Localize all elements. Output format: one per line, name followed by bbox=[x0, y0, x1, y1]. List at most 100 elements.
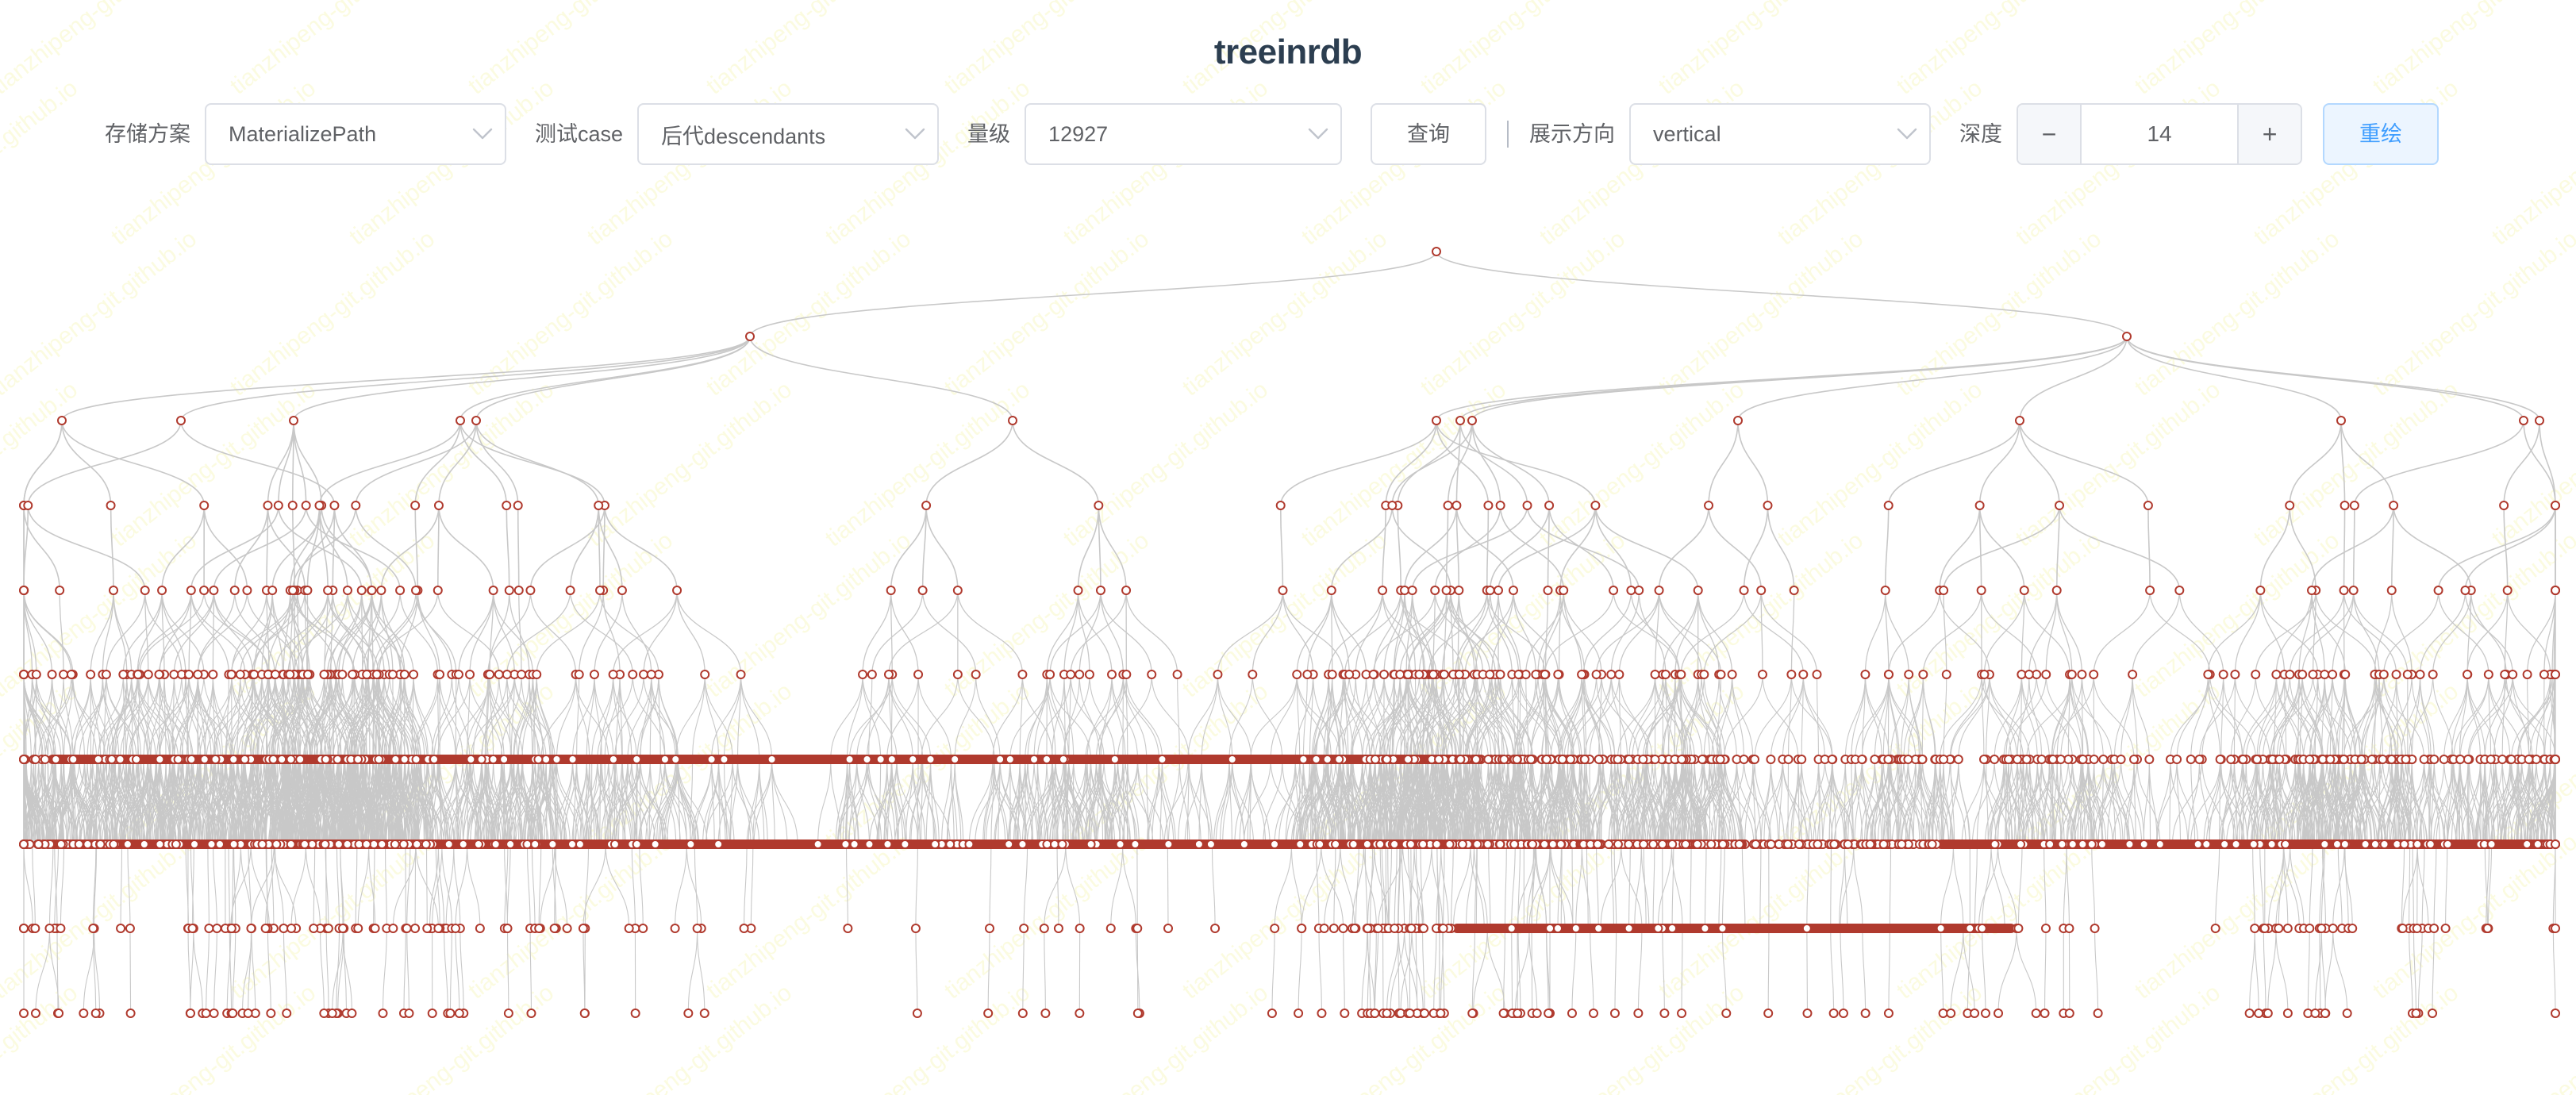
tree-node[interactable] bbox=[320, 840, 330, 849]
tree-node[interactable] bbox=[1295, 840, 1305, 849]
tree-node[interactable] bbox=[1667, 840, 1678, 849]
tree-node[interactable] bbox=[1941, 670, 1951, 679]
tree-node[interactable] bbox=[1990, 840, 2000, 849]
tree-node[interactable] bbox=[995, 755, 1005, 764]
tree-node[interactable] bbox=[2244, 1009, 2255, 1018]
tree-node[interactable] bbox=[504, 586, 514, 595]
tree-node[interactable] bbox=[131, 755, 141, 764]
tree-node[interactable] bbox=[541, 755, 552, 764]
tree-node[interactable] bbox=[342, 840, 352, 849]
tree-node[interactable] bbox=[378, 1009, 388, 1018]
tree-node[interactable] bbox=[579, 1009, 590, 1018]
tree-node[interactable] bbox=[1297, 924, 1307, 933]
tree-node[interactable] bbox=[659, 755, 670, 764]
tree-node[interactable] bbox=[154, 670, 164, 679]
tree-node[interactable] bbox=[549, 924, 559, 933]
tree-node[interactable] bbox=[2003, 755, 2013, 764]
tree-node[interactable] bbox=[2097, 840, 2107, 849]
tree-node[interactable] bbox=[109, 840, 119, 849]
tree-node[interactable] bbox=[1650, 755, 1660, 764]
tree-node[interactable] bbox=[1498, 1009, 1509, 1018]
tree-node[interactable] bbox=[199, 501, 210, 510]
tree-node[interactable] bbox=[844, 755, 855, 764]
tree-node[interactable] bbox=[2482, 924, 2493, 933]
tree-node[interactable] bbox=[1039, 924, 1049, 933]
tree-node[interactable] bbox=[309, 924, 319, 933]
tree-node[interactable] bbox=[1294, 1009, 1304, 1018]
tree-node[interactable] bbox=[532, 670, 542, 679]
tree-node[interactable] bbox=[410, 924, 421, 933]
tree-node[interactable] bbox=[2460, 586, 2470, 595]
tree-node[interactable] bbox=[30, 755, 40, 764]
tree-node[interactable] bbox=[1593, 840, 1603, 849]
tree-node[interactable] bbox=[1540, 670, 1550, 679]
tree-node[interactable] bbox=[2342, 1009, 2352, 1018]
tree-node[interactable] bbox=[367, 586, 377, 595]
tree-node[interactable] bbox=[1109, 755, 1120, 764]
tree-node[interactable] bbox=[1990, 755, 2000, 764]
tree-node[interactable] bbox=[1813, 840, 1823, 849]
tree-node[interactable] bbox=[1213, 670, 1223, 679]
tree-node[interactable] bbox=[739, 924, 749, 933]
tree-node[interactable] bbox=[2348, 586, 2359, 595]
tree-node[interactable] bbox=[2439, 755, 2449, 764]
tree-node[interactable] bbox=[1375, 840, 1386, 849]
tree-node[interactable] bbox=[390, 755, 401, 764]
tree-node[interactable] bbox=[404, 1009, 414, 1018]
tree-node[interactable] bbox=[1797, 755, 1807, 764]
tree-node[interactable] bbox=[913, 670, 924, 679]
tree-node[interactable] bbox=[56, 840, 66, 849]
tree-node[interactable] bbox=[2021, 755, 2032, 764]
tree-node[interactable] bbox=[1721, 1009, 1732, 1018]
tree-node[interactable] bbox=[155, 840, 165, 849]
tree-node[interactable] bbox=[2040, 924, 2051, 933]
tree-node[interactable] bbox=[502, 670, 512, 679]
tree-node[interactable] bbox=[1522, 501, 1532, 510]
tree-node[interactable] bbox=[1977, 924, 1987, 933]
tree-node[interactable] bbox=[2428, 1009, 2438, 1018]
tree-node[interactable] bbox=[1331, 840, 1341, 849]
tree-node[interactable] bbox=[351, 501, 361, 510]
tree-node[interactable] bbox=[288, 586, 298, 595]
tree-node[interactable] bbox=[302, 586, 313, 595]
tree-node[interactable] bbox=[630, 1009, 640, 1018]
tree-node[interactable] bbox=[589, 670, 599, 679]
tree-node[interactable] bbox=[767, 755, 777, 764]
tree-node[interactable] bbox=[2274, 755, 2285, 764]
tree-node[interactable] bbox=[843, 924, 853, 933]
tree-node[interactable] bbox=[453, 670, 463, 679]
tree-node[interactable] bbox=[1970, 1009, 1980, 1018]
tree-node[interactable] bbox=[429, 755, 440, 764]
tree-node[interactable] bbox=[388, 924, 398, 933]
tree-node[interactable] bbox=[1794, 840, 1805, 849]
tree-node[interactable] bbox=[2155, 840, 2165, 849]
tree-node[interactable] bbox=[19, 1009, 29, 1018]
tree-node[interactable] bbox=[578, 924, 588, 933]
tree-node[interactable] bbox=[55, 586, 65, 595]
tree-node[interactable] bbox=[1801, 924, 1812, 933]
tree-node[interactable] bbox=[1454, 670, 1464, 679]
tree-node[interactable] bbox=[1075, 670, 1085, 679]
tree-node[interactable] bbox=[1338, 924, 1348, 933]
tree-node[interactable] bbox=[1086, 840, 1096, 849]
tree-node[interactable] bbox=[356, 586, 367, 595]
tree-node[interactable] bbox=[1653, 924, 1663, 933]
tree-node[interactable] bbox=[412, 840, 422, 849]
tree-node[interactable] bbox=[1378, 586, 1388, 595]
tree-node[interactable] bbox=[2340, 670, 2351, 679]
tree-node[interactable] bbox=[908, 755, 918, 764]
tree-node[interactable] bbox=[1557, 755, 1567, 764]
tree-node[interactable] bbox=[319, 670, 329, 679]
tree-node[interactable] bbox=[1239, 840, 1249, 849]
tree-node[interactable] bbox=[1084, 670, 1094, 679]
tree-node[interactable] bbox=[106, 755, 117, 764]
tree-node[interactable] bbox=[1094, 501, 1104, 510]
tree-node[interactable] bbox=[594, 501, 604, 510]
tree-node[interactable] bbox=[2201, 840, 2212, 849]
tree-node[interactable] bbox=[228, 1009, 238, 1018]
tree-node[interactable] bbox=[361, 840, 371, 849]
tree-node[interactable] bbox=[1334, 755, 1344, 764]
tree-node[interactable] bbox=[875, 755, 886, 764]
tree-node[interactable] bbox=[193, 670, 203, 679]
tree-node[interactable] bbox=[1457, 840, 1467, 849]
